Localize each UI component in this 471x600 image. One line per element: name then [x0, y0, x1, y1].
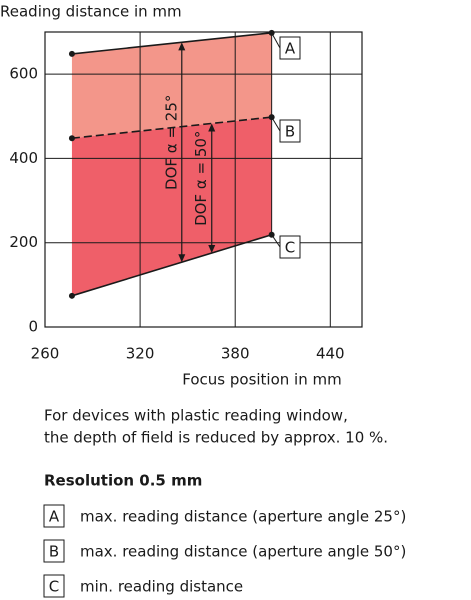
legend-key: A	[49, 508, 60, 526]
arrow-head	[208, 245, 216, 254]
leader-line	[271, 116, 281, 132]
label-box	[279, 235, 301, 259]
leader-line	[271, 234, 281, 248]
series-label: A	[285, 40, 296, 58]
leader-line	[271, 32, 281, 49]
band	[71, 32, 272, 139]
band	[71, 117, 272, 296]
legend-label: min. reading distance	[80, 578, 243, 596]
arrow-head	[208, 123, 216, 132]
arrow-head	[178, 42, 186, 51]
note-line: For devices with plastic reading window,	[44, 407, 348, 425]
x-tick-label: 260	[31, 345, 60, 363]
series-label: C	[285, 239, 295, 257]
y-tick-label: 400	[9, 149, 38, 167]
x-tick-label: 320	[126, 345, 155, 363]
legend-key-box	[43, 574, 65, 598]
label-box	[279, 119, 301, 143]
legend-key: C	[49, 578, 59, 596]
x-tick-label: 440	[316, 345, 345, 363]
note-line: the depth of field is reduced by approx.…	[44, 429, 388, 447]
arrow-head	[178, 254, 186, 263]
series-line	[71, 233, 272, 297]
point	[68, 135, 75, 142]
x-tick-label: 380	[221, 345, 250, 363]
y-tick-label: 0	[28, 318, 38, 336]
chart-title: Reading distance in mm	[0, 3, 182, 21]
legend-key-box	[43, 539, 65, 563]
y-tick-label: 200	[9, 233, 38, 251]
label-box	[279, 36, 301, 60]
series-line	[71, 32, 272, 55]
legend-key: B	[49, 543, 59, 561]
legend-label: max. reading distance (aperture angle 25…	[80, 508, 406, 526]
plot-frame	[44, 31, 363, 328]
y-tick-label: 600	[9, 65, 38, 83]
point	[68, 50, 75, 57]
annotation: DOF α = 25°	[162, 95, 180, 190]
legend-title: Resolution 0.5 mm	[44, 472, 202, 490]
series-line	[71, 116, 272, 139]
annotation: DOF α = 50°	[192, 131, 210, 226]
x-axis-label: Focus position in mm	[182, 371, 341, 389]
legend-key-box	[43, 504, 65, 528]
legend-label: max. reading distance (aperture angle 50…	[80, 543, 406, 561]
point	[68, 292, 75, 299]
series-label: B	[285, 123, 295, 141]
